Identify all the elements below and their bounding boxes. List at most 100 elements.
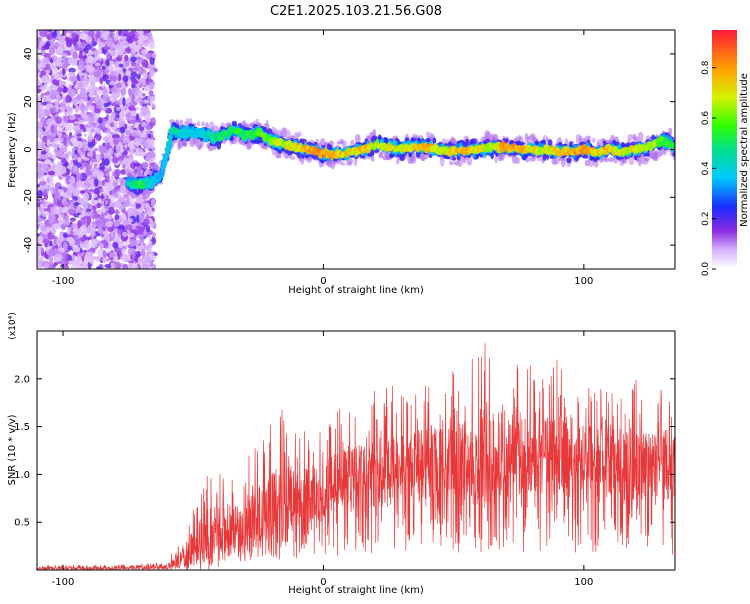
noise-blob [93, 49, 99, 57]
noise-blob [52, 263, 57, 268]
noise-blob [115, 144, 121, 153]
noise-blob [105, 59, 110, 67]
noise-blob [122, 87, 127, 96]
noise-blob [112, 241, 119, 249]
noise-blob [102, 230, 109, 236]
noise-blob [142, 99, 150, 104]
noise-blob [121, 212, 126, 222]
noise-blob [118, 63, 124, 68]
noise-blob [102, 239, 108, 245]
noise-blob [125, 62, 129, 67]
noise-blob [95, 220, 102, 226]
noise-blob [94, 147, 99, 152]
noise-blob [62, 241, 68, 250]
noise-blob [95, 113, 100, 119]
noise-blob [74, 43, 79, 51]
noise-blob [107, 181, 112, 190]
ridge-blob [465, 138, 470, 144]
noise-blob [65, 254, 69, 263]
noise-blob [114, 238, 121, 243]
noise-blob [66, 151, 72, 156]
noise-blob [39, 30, 47, 38]
noise-blob [122, 97, 126, 107]
noise-blob [70, 264, 78, 269]
noise-blob [59, 168, 67, 175]
noise-blob [133, 162, 141, 167]
noise-blob [127, 123, 131, 132]
noise-blob [74, 114, 82, 118]
noise-blob [147, 133, 152, 139]
noise-blob [57, 95, 62, 101]
noise-blob [85, 44, 92, 50]
noise-blob [80, 209, 85, 214]
ridge-blob [466, 157, 473, 166]
noise-blob [150, 220, 155, 228]
noise-blob [64, 36, 70, 42]
noise-blob [115, 106, 121, 111]
noise-blob [79, 123, 85, 130]
ridge-blob [258, 122, 263, 127]
noise-blob [65, 123, 73, 132]
noise-blob [145, 123, 152, 131]
noise-blob [127, 262, 135, 269]
noise-blob [96, 89, 102, 96]
ridge-blob [492, 140, 497, 145]
noise-blob [114, 191, 119, 199]
ridge-blob [320, 138, 326, 147]
noise-blob [72, 159, 78, 165]
noise-blob [147, 206, 153, 216]
ridge-blob [424, 155, 429, 160]
noise-blob [52, 30, 58, 39]
noise-blob [113, 255, 119, 263]
noise-blob [81, 199, 89, 209]
noise-blob [105, 172, 110, 177]
noise-blob [130, 56, 137, 63]
noise-blob [82, 157, 90, 161]
noise-blob [99, 162, 106, 168]
noise-blob [88, 55, 94, 64]
noise-blob [61, 52, 68, 58]
noise-blob [146, 225, 151, 233]
noise-blob [86, 254, 95, 261]
ridge-blob [162, 162, 168, 167]
noise-blob [37, 122, 43, 129]
noise-blob [109, 50, 116, 56]
noise-blob [97, 117, 103, 124]
noise-blob [142, 257, 150, 261]
noise-blob [148, 252, 155, 258]
noise-blob [99, 166, 106, 170]
noise-blob [72, 51, 78, 59]
ridge-blob [531, 155, 537, 162]
noise-blob [37, 128, 43, 136]
noise-blob [124, 54, 129, 62]
noise-blob [56, 197, 63, 201]
noise-blob [131, 83, 136, 89]
noise-blob [53, 41, 60, 47]
noise-blob [122, 75, 129, 82]
noise-blob [77, 258, 82, 262]
noise-blob [104, 155, 108, 159]
noise-blob [58, 36, 65, 44]
noise-blob [147, 95, 151, 101]
noise-blob [81, 34, 89, 40]
noise-blob [79, 243, 84, 249]
noise-blob [83, 133, 87, 138]
noise-blob [68, 71, 75, 77]
ridge-blob [185, 118, 190, 122]
noise-blob [42, 168, 46, 172]
noise-blob [125, 130, 131, 136]
ridge-blob [198, 144, 202, 149]
noise-blob [63, 137, 67, 146]
noise-blob [70, 223, 79, 230]
noise-blob [96, 30, 101, 35]
noise-blob [133, 97, 142, 103]
noise-blob [105, 234, 110, 242]
ridge-blob [290, 156, 296, 160]
noise-blob [61, 186, 66, 190]
ridge-blob [637, 131, 644, 143]
noise-blob [50, 124, 55, 134]
noise-blob [55, 58, 62, 68]
noise-blob [49, 175, 53, 181]
noise-blob [136, 82, 142, 86]
noise-blob [139, 234, 145, 244]
